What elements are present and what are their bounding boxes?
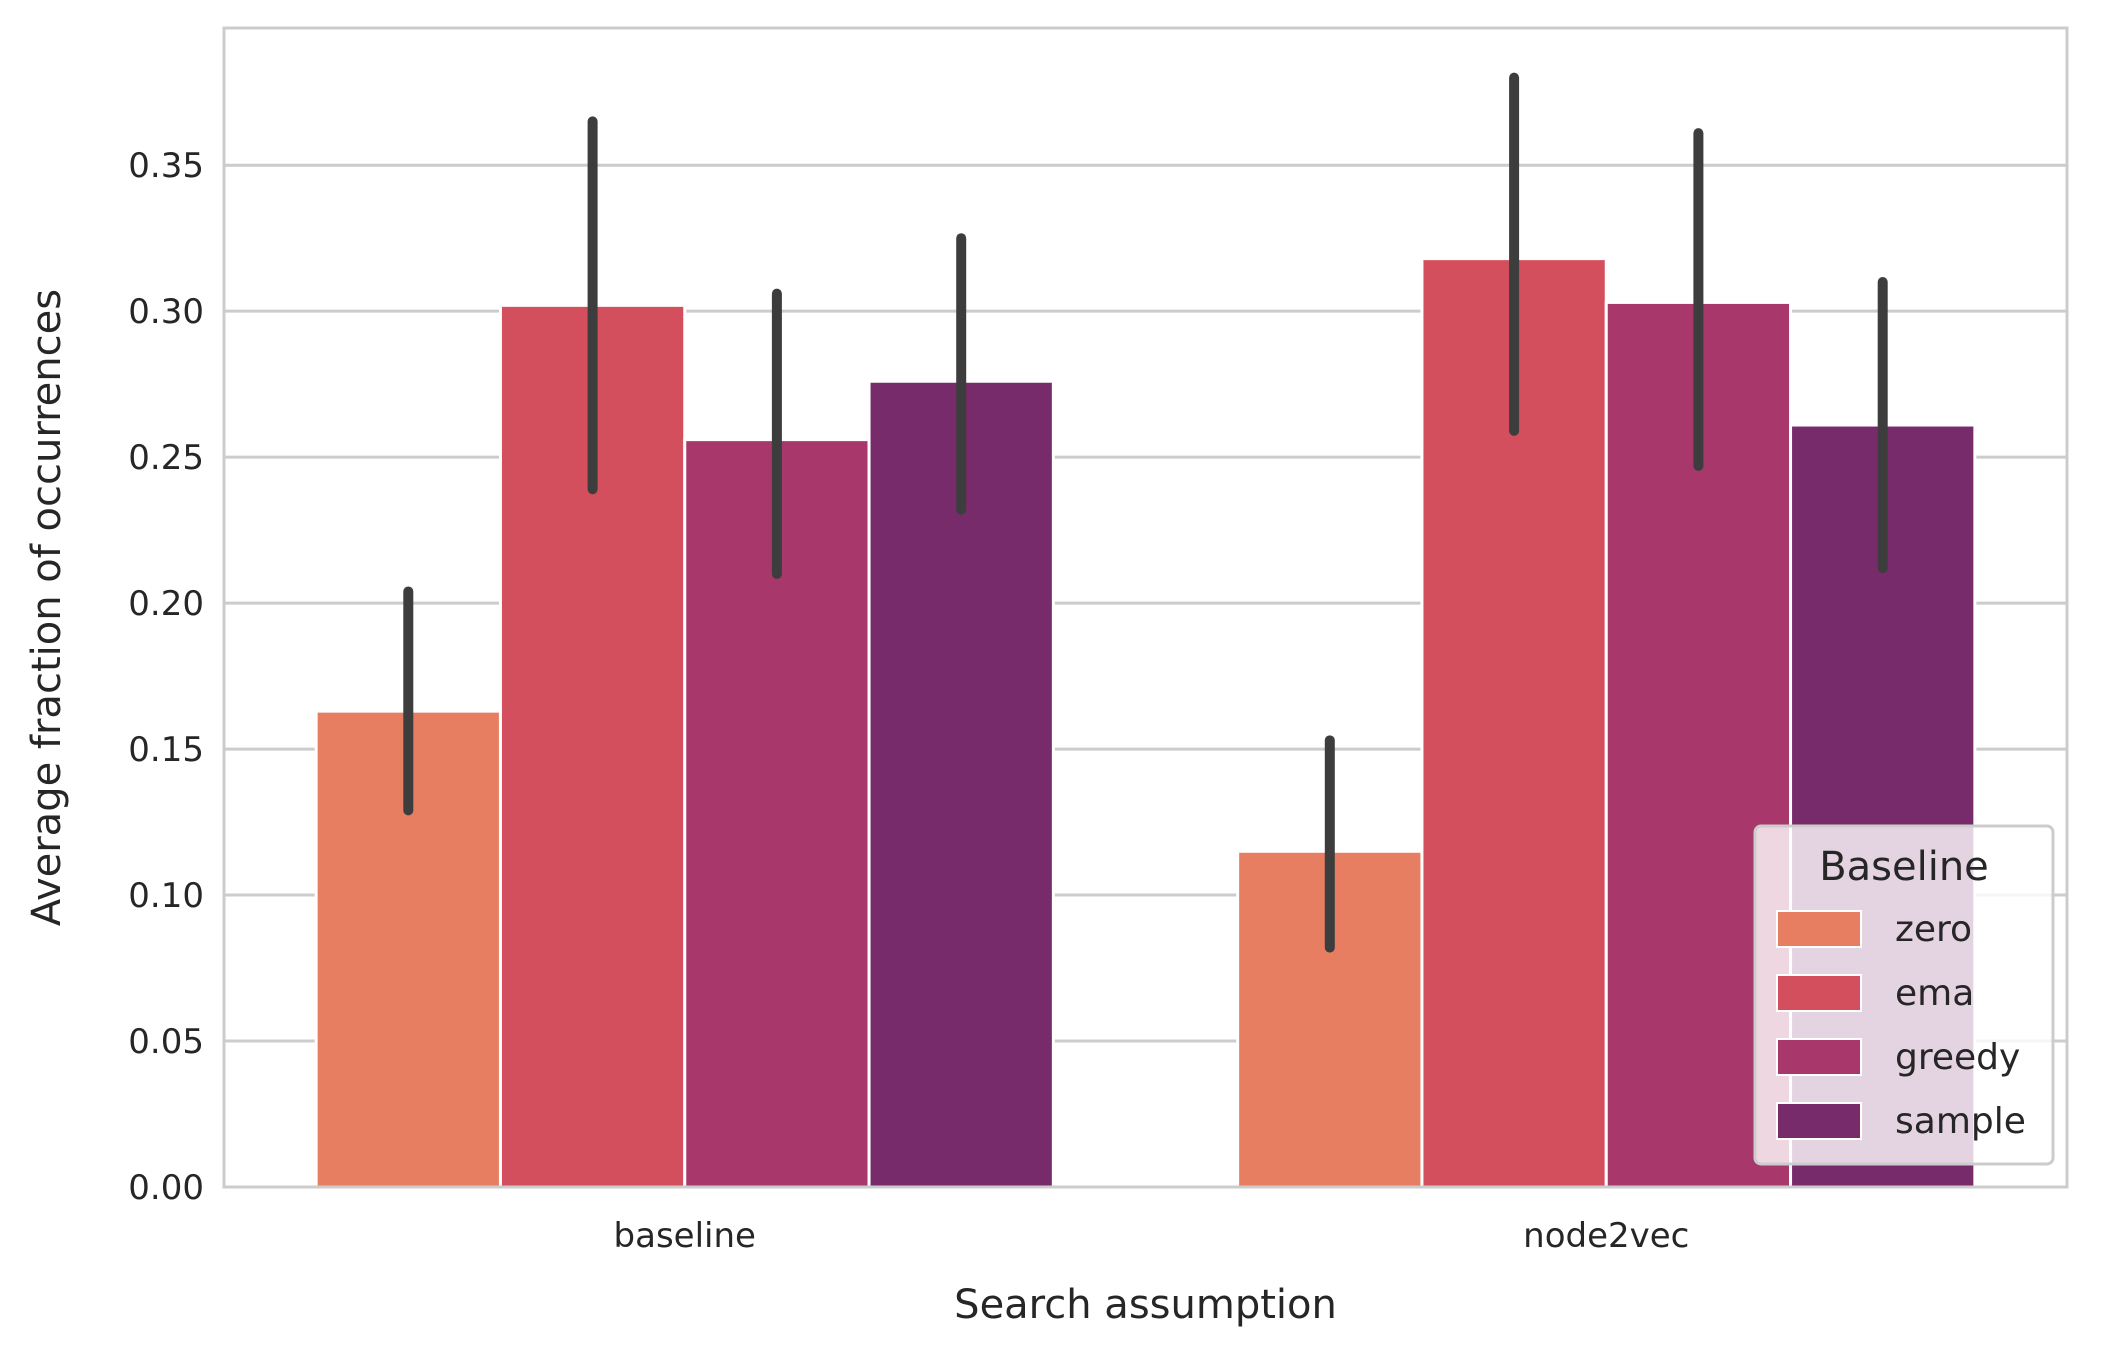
y-tick-label: 0.00 [128,1168,204,1208]
x-tick-labels: baseline node2vec [614,1216,1690,1256]
bar-sample-baseline [867,379,1055,1189]
legend-swatch-greedy [1776,1038,1862,1076]
legend-label-sample: sample [1895,1101,2026,1142]
legend-title: Baseline [1819,844,1989,890]
legend-swatch-ema [1776,974,1862,1012]
legend-swatch-zero [1776,910,1862,948]
y-tick-label: 0.30 [128,292,204,332]
legend-label-zero: zero [1895,909,1972,950]
y-tick-labels: 0.00 0.05 0.10 0.15 0.20 0.25 0.30 0.35 [128,146,204,1208]
plot-frame [222,26,2069,1189]
legend-label-greedy: greedy [1895,1037,2020,1078]
y-axis-label: Average fraction of occurrences [24,289,70,926]
x-axis-label: Search assumption [954,1282,1337,1328]
legend-items: zero ema greedy sample [1776,909,2026,1142]
legend-label-ema: ema [1895,973,1974,1014]
error-bars [403,72,1888,953]
legend: Baseline zero ema greedy sample [1753,824,2055,1166]
x-tick-label: baseline [614,1216,756,1256]
y-tick-label: 0.25 [128,438,204,478]
y-tick-label: 0.20 [128,584,204,624]
y-tick-label: 0.15 [128,730,204,770]
x-tick-label: node2vec [1523,1216,1689,1256]
legend-swatch-sample [1776,1102,1862,1140]
y-tick-label: 0.35 [128,146,204,186]
y-tick-label: 0.05 [128,1022,204,1062]
y-tick-label: 0.10 [128,876,204,916]
